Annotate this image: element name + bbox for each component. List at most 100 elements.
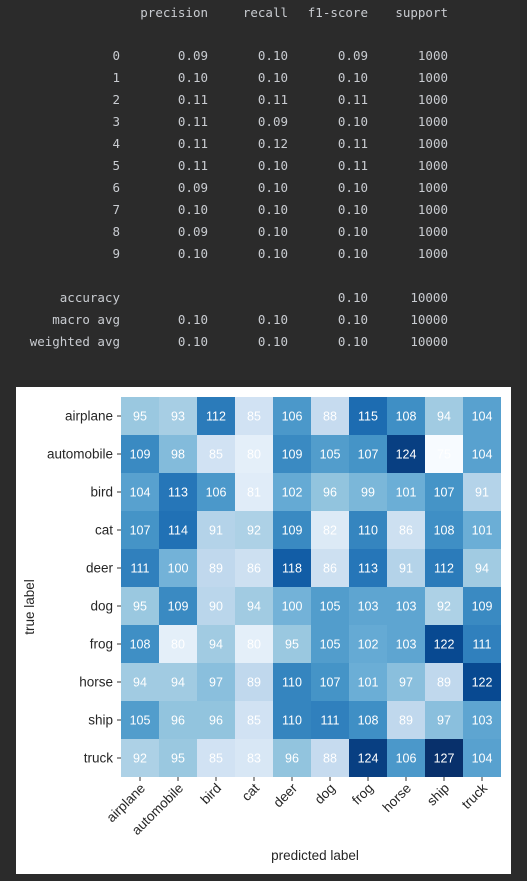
- cell-value-label: 89: [437, 676, 451, 690]
- cell-value-label: 80: [171, 638, 185, 652]
- cell-value-label: 109: [282, 524, 303, 538]
- cell-value-label: 111: [130, 562, 149, 576]
- cell-value-label: 89: [399, 714, 413, 728]
- cell-value-label: 112: [206, 410, 226, 424]
- report-precision: 0.11: [177, 114, 208, 129]
- cell-value-label: 80: [247, 638, 261, 652]
- report-row-label: 2: [112, 92, 120, 107]
- heatmap-cell: [235, 663, 273, 701]
- report-precision: 0.10: [177, 334, 208, 349]
- heatmap-cell: [273, 625, 311, 663]
- report-row: 0 0.09 0.10 0.09 1000: [0, 45, 527, 67]
- report-precision: 0.10: [177, 70, 208, 85]
- report-f1: 0.10: [337, 224, 368, 239]
- heatmap-cell: [349, 435, 387, 473]
- report-f1: 0.11: [337, 158, 368, 173]
- x-axis-label: predicted label: [271, 848, 359, 863]
- cell-value-label: 104: [130, 486, 151, 500]
- report-row: 3 0.11 0.09 0.10 1000: [0, 111, 527, 133]
- report-row-label: 8: [112, 224, 120, 239]
- report-support: 1000: [417, 136, 448, 151]
- cell-value-label: 86: [399, 524, 413, 538]
- heatmap-cell: [463, 587, 501, 625]
- heatmap-cell: [121, 663, 159, 701]
- report-f1: 0.11: [337, 136, 368, 151]
- report-row: 6 0.09 0.10 0.10 1000: [0, 177, 527, 199]
- report-support: 1000: [417, 246, 448, 261]
- report-row: 1 0.10 0.10 0.10 1000: [0, 67, 527, 89]
- report-recall: 0.10: [257, 180, 288, 195]
- report-row-label: 3: [112, 114, 120, 129]
- cell-value-label: 95: [133, 600, 147, 614]
- heatmap-cell: [235, 625, 273, 663]
- report-support: 1000: [417, 202, 448, 217]
- report-support: 1000: [417, 48, 448, 63]
- report-support: 10000: [410, 312, 448, 327]
- heatmap-cell: [349, 663, 387, 701]
- cell-value-label: 103: [358, 600, 379, 614]
- cell-value-label: 115: [358, 410, 378, 424]
- cell-value-label: 91: [475, 486, 489, 500]
- heatmap-cell: [235, 587, 273, 625]
- report-recall: 0.10: [257, 70, 288, 85]
- heatmap-cell: [311, 587, 349, 625]
- cell-value-label: 101: [358, 676, 379, 690]
- report-row: 9 0.10 0.10 0.10 1000: [0, 243, 527, 265]
- report-precision: 0.11: [177, 136, 208, 151]
- cell-value-label: 96: [285, 752, 299, 766]
- heatmap-cell: [311, 397, 349, 435]
- report-precision: 0.09: [177, 180, 208, 195]
- report-row: 5 0.11 0.10 0.11 1000: [0, 155, 527, 177]
- heatmap-cell: [425, 663, 463, 701]
- heatmap-cell: [387, 549, 425, 587]
- heatmap-cell: [235, 549, 273, 587]
- report-f1: 0.10: [337, 180, 368, 195]
- heatmap-cell: [273, 435, 311, 473]
- cell-value-label: 89: [247, 676, 261, 690]
- heatmap-cell: [311, 511, 349, 549]
- report-f1: 0.10: [337, 246, 368, 261]
- heatmap-cell: [425, 701, 463, 739]
- cell-value-label: 85: [209, 448, 223, 462]
- cell-value-label: 96: [171, 714, 185, 728]
- cell-value-label: 100: [168, 562, 189, 576]
- report-recall: 0.10: [257, 158, 288, 173]
- cell-value-label: 105: [130, 714, 151, 728]
- cell-value-label: 83: [247, 752, 261, 766]
- report-precision: 0.10: [177, 246, 208, 261]
- heatmap-cell: [311, 435, 349, 473]
- heatmap-cell: [235, 739, 273, 777]
- heatmap-cell: [159, 511, 197, 549]
- heatmap-cell: [273, 587, 311, 625]
- report-f1: 0.09: [337, 48, 368, 63]
- cell-value-label: 85: [209, 752, 223, 766]
- heatmap-cell: [159, 587, 197, 625]
- cell-value-label: 100: [282, 600, 303, 614]
- cell-value-label: 86: [247, 562, 261, 576]
- cell-value-label: 107: [434, 486, 455, 500]
- heatmap-cell: [121, 739, 159, 777]
- heatmap-cell: [425, 625, 463, 663]
- heatmap-cell: [425, 587, 463, 625]
- cell-value-label: 103: [472, 714, 493, 728]
- cell-value-label: 124: [358, 752, 379, 766]
- report-recall: 0.10: [257, 246, 288, 261]
- heatmap-cell: [121, 587, 159, 625]
- report-row: 2 0.11 0.11 0.11 1000: [0, 89, 527, 111]
- heatmap-cell: [349, 587, 387, 625]
- x-tick-label: horse: [380, 781, 414, 815]
- cell-value-label: 88: [323, 752, 337, 766]
- report-recall: 0.09: [257, 114, 288, 129]
- cell-value-label: 97: [437, 714, 451, 728]
- cell-value-label: 95: [285, 638, 299, 652]
- heatmap-cell: [159, 549, 197, 587]
- cell-value-label: 122: [434, 638, 455, 652]
- y-tick-label: truck: [84, 751, 114, 766]
- cell-value-label: 122: [472, 676, 493, 690]
- cell-value-label: 97: [209, 676, 223, 690]
- heatmap-cell: [349, 473, 387, 511]
- heatmap-cell: [235, 435, 273, 473]
- report-support: 1000: [417, 92, 448, 107]
- heatmap-cell: [197, 511, 235, 549]
- heatmap-cell: [311, 701, 349, 739]
